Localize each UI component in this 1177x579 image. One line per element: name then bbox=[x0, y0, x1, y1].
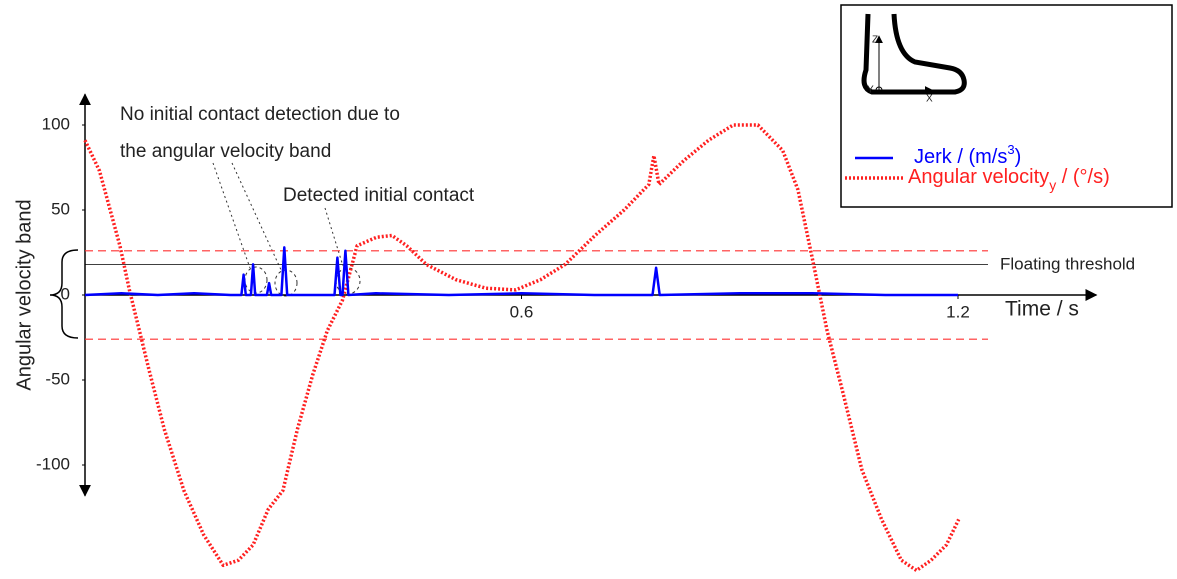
legend-text: 3 bbox=[1007, 142, 1014, 157]
x-tick-label: 1.2 bbox=[946, 302, 970, 321]
legend-text: / (°/s) bbox=[1056, 166, 1110, 188]
legend: Z Y X bbox=[840, 4, 1173, 208]
y-axis-label: Angular velocity band bbox=[13, 199, 35, 390]
x-tick-label: 0.6 bbox=[510, 302, 534, 321]
legend-text: y bbox=[1049, 177, 1056, 193]
leader-line bbox=[231, 162, 283, 273]
icon-origin bbox=[875, 86, 883, 94]
x-axis-label: Time / s bbox=[1005, 298, 1079, 321]
annotation: No initial contact detection due to bbox=[120, 104, 400, 125]
series-line bbox=[83, 123, 961, 573]
icon-label: Y bbox=[867, 85, 874, 96]
legend-label: Jerk / (m/s3) bbox=[914, 142, 1021, 168]
y-tick-label: 50 bbox=[51, 199, 70, 218]
icon-label: Z bbox=[872, 35, 878, 46]
y-tick-label: -100 bbox=[36, 454, 70, 473]
legend-text: Angular velocity bbox=[908, 166, 1049, 188]
brace bbox=[49, 249, 79, 339]
y-tick-label: 100 bbox=[42, 114, 70, 133]
leader-line bbox=[324, 207, 344, 267]
y-tick-label: -50 bbox=[45, 369, 70, 388]
foot-icon bbox=[861, 13, 967, 95]
legend-text: Jerk bbox=[914, 146, 953, 168]
icon-label: X bbox=[926, 94, 933, 105]
series-line bbox=[84, 246, 958, 297]
annotation: Detected initial contact bbox=[283, 185, 475, 206]
legend-label: Angular velocityy / (°/s) bbox=[908, 166, 1110, 192]
legend-text: ) bbox=[1015, 146, 1022, 168]
legend-text: / (m/s bbox=[952, 146, 1008, 168]
y-tick-label: 0 bbox=[61, 284, 70, 303]
leader-line bbox=[212, 162, 251, 269]
annotation: the angular velocity band bbox=[120, 141, 331, 162]
threshold-label: Floating threshold bbox=[1000, 254, 1135, 273]
